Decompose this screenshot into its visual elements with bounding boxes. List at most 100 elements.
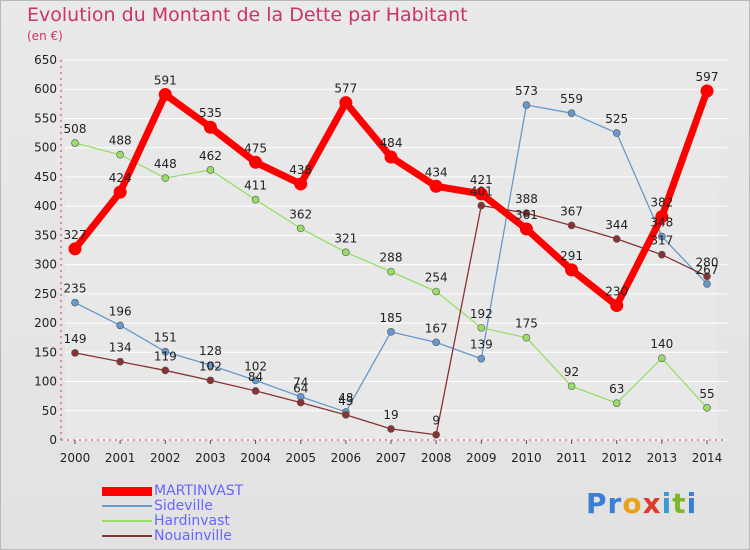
data-point (567, 109, 576, 117)
legend-swatch (102, 505, 152, 507)
y-tick-label: 200 (34, 316, 57, 330)
data-label: 327 (64, 228, 87, 242)
legend: MARTINVAST Sideville Hardinvast Nouainvi… (102, 484, 402, 544)
data-point (612, 235, 621, 243)
data-label: 175 (515, 317, 538, 331)
data-point (429, 179, 443, 193)
data-label: 43 (338, 394, 353, 408)
data-point (296, 224, 305, 233)
data-point (342, 411, 350, 419)
data-label: 119 (154, 349, 177, 363)
data-label: 140 (650, 337, 673, 351)
data-label: 488 (109, 134, 132, 148)
data-label: 361 (515, 208, 538, 222)
y-tick-label: 250 (34, 287, 57, 301)
data-label: 185 (380, 311, 403, 325)
data-label: 438 (289, 163, 312, 177)
data-label: 421 (470, 173, 493, 187)
data-label: 362 (289, 207, 312, 221)
data-point (567, 382, 576, 391)
data-point (203, 120, 217, 134)
data-label: 591 (154, 73, 177, 87)
data-label: 235 (64, 282, 87, 296)
data-point (342, 248, 350, 257)
data-label: 401 (470, 185, 493, 199)
data-point (565, 263, 579, 277)
data-point (113, 185, 127, 199)
data-label: 448 (154, 157, 177, 171)
x-tick-label: 2001 (105, 451, 136, 465)
data-point (161, 174, 170, 182)
data-label: 508 (64, 122, 87, 136)
data-label: 525 (605, 112, 628, 126)
legend-label: MARTINVAST (154, 483, 244, 499)
legend-item-hardinvast: Hardinvast (102, 514, 402, 529)
data-point (655, 210, 669, 224)
legend-item-sideville: Sideville (102, 499, 402, 514)
data-point (71, 298, 79, 307)
legend-swatch (102, 535, 152, 537)
x-tick-label: 2014 (692, 451, 723, 465)
data-label: 291 (560, 249, 583, 263)
chart-subtitle: (en €) (27, 29, 63, 43)
data-label: 434 (425, 165, 448, 179)
y-tick-label: 450 (34, 170, 57, 184)
data-point (612, 129, 621, 137)
data-label: 139 (470, 338, 493, 352)
legend-item-nouainville: Nouainville (102, 529, 402, 544)
data-point (703, 404, 711, 412)
data-label: 102 (244, 359, 267, 373)
y-tick-label: 350 (34, 228, 57, 242)
data-point (700, 84, 714, 98)
data-point (432, 430, 440, 439)
logo-letter: x (642, 487, 662, 520)
data-label: 134 (109, 341, 132, 355)
data-point (116, 321, 124, 330)
data-label: 9 (432, 414, 440, 428)
data-point (251, 376, 260, 385)
data-point (658, 250, 666, 259)
x-tick-label: 2004 (240, 451, 271, 465)
chart-title: Evolution du Montant de la Dette par Hab… (27, 4, 468, 26)
legend-swatch (102, 487, 152, 496)
x-tick-label: 2005 (285, 451, 316, 465)
data-point (474, 187, 488, 201)
data-label: 19 (383, 408, 398, 422)
data-point (477, 323, 486, 332)
data-label: 84 (248, 370, 263, 384)
data-point (251, 195, 260, 204)
data-point (612, 399, 621, 407)
logo-letter: i (686, 487, 698, 520)
data-label: 484 (380, 136, 403, 150)
x-tick-label: 2000 (60, 451, 91, 465)
data-label: 102 (199, 359, 222, 373)
y-tick-label: 500 (34, 141, 57, 155)
data-point (116, 357, 124, 366)
data-point (68, 242, 82, 256)
data-label: 388 (515, 192, 538, 206)
data-label: 321 (334, 231, 357, 245)
data-point (384, 150, 398, 164)
data-point (703, 280, 711, 288)
data-label: 382 (650, 196, 673, 210)
data-point (206, 376, 215, 385)
data-point (522, 209, 531, 217)
data-label: 348 (650, 216, 673, 230)
data-label: 63 (609, 382, 624, 396)
data-point (610, 299, 624, 313)
data-point (161, 366, 170, 375)
data-point (71, 139, 79, 147)
logo-letter: P (586, 487, 608, 520)
y-tick-label: 150 (34, 345, 57, 359)
y-tick-label: 50 (42, 404, 57, 418)
y-tick-label: 0 (49, 433, 57, 447)
data-point (522, 101, 531, 109)
y-tick-label: 550 (34, 111, 57, 125)
data-point (432, 338, 440, 347)
data-point (658, 354, 666, 362)
x-tick-label: 2009 (466, 451, 497, 465)
data-label: 128 (199, 344, 222, 358)
data-label: 462 (199, 149, 222, 163)
x-tick-label: 2006 (331, 451, 362, 465)
